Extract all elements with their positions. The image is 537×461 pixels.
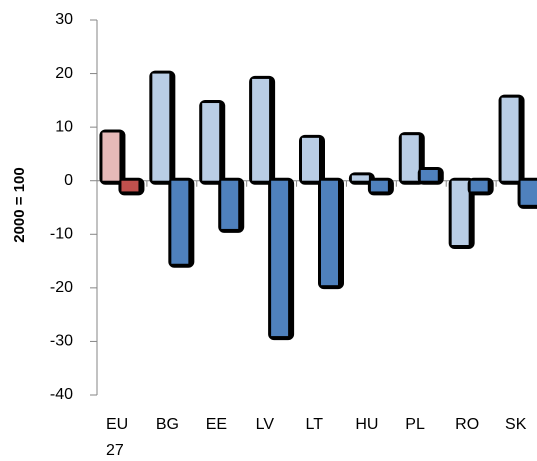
bar [102, 132, 120, 181]
bar [302, 137, 319, 181]
bar [401, 135, 419, 181]
y-tick-label: -20 [50, 279, 73, 296]
y-tick-label: -30 [50, 333, 73, 350]
y-axis-label: 2000 = 100 [11, 167, 28, 243]
y-tick-label: -40 [50, 386, 73, 403]
x-tick-label: EE [205, 416, 228, 433]
bar [152, 73, 170, 181]
x-tick-label: PL [405, 416, 425, 433]
bar [501, 97, 519, 181]
y-tick-label: -10 [50, 226, 73, 243]
bar [171, 180, 189, 264]
bar [121, 180, 139, 192]
bar [321, 180, 338, 286]
bar [202, 103, 220, 181]
bar [520, 180, 537, 205]
bar [271, 180, 289, 337]
bar [252, 78, 270, 181]
y-tick-label: 0 [64, 172, 73, 189]
x-tick-label: RO [455, 416, 480, 433]
x-tick-label: BG [155, 416, 179, 433]
bar [451, 180, 469, 245]
x-tick-label: EU 27 [105, 416, 129, 459]
bar [470, 180, 488, 192]
bar [370, 180, 388, 192]
x-tick-label: SK [505, 416, 527, 433]
bar [420, 170, 438, 181]
bar [221, 180, 239, 229]
x-tick-label: LV [255, 416, 274, 433]
y-tick-label: 20 [55, 65, 73, 82]
bar [351, 175, 369, 181]
y-tick-label: 10 [55, 118, 73, 135]
y-tick-label: 30 [55, 11, 73, 28]
x-tick-label: LT [305, 416, 323, 433]
x-tick-label: HU [355, 416, 379, 433]
